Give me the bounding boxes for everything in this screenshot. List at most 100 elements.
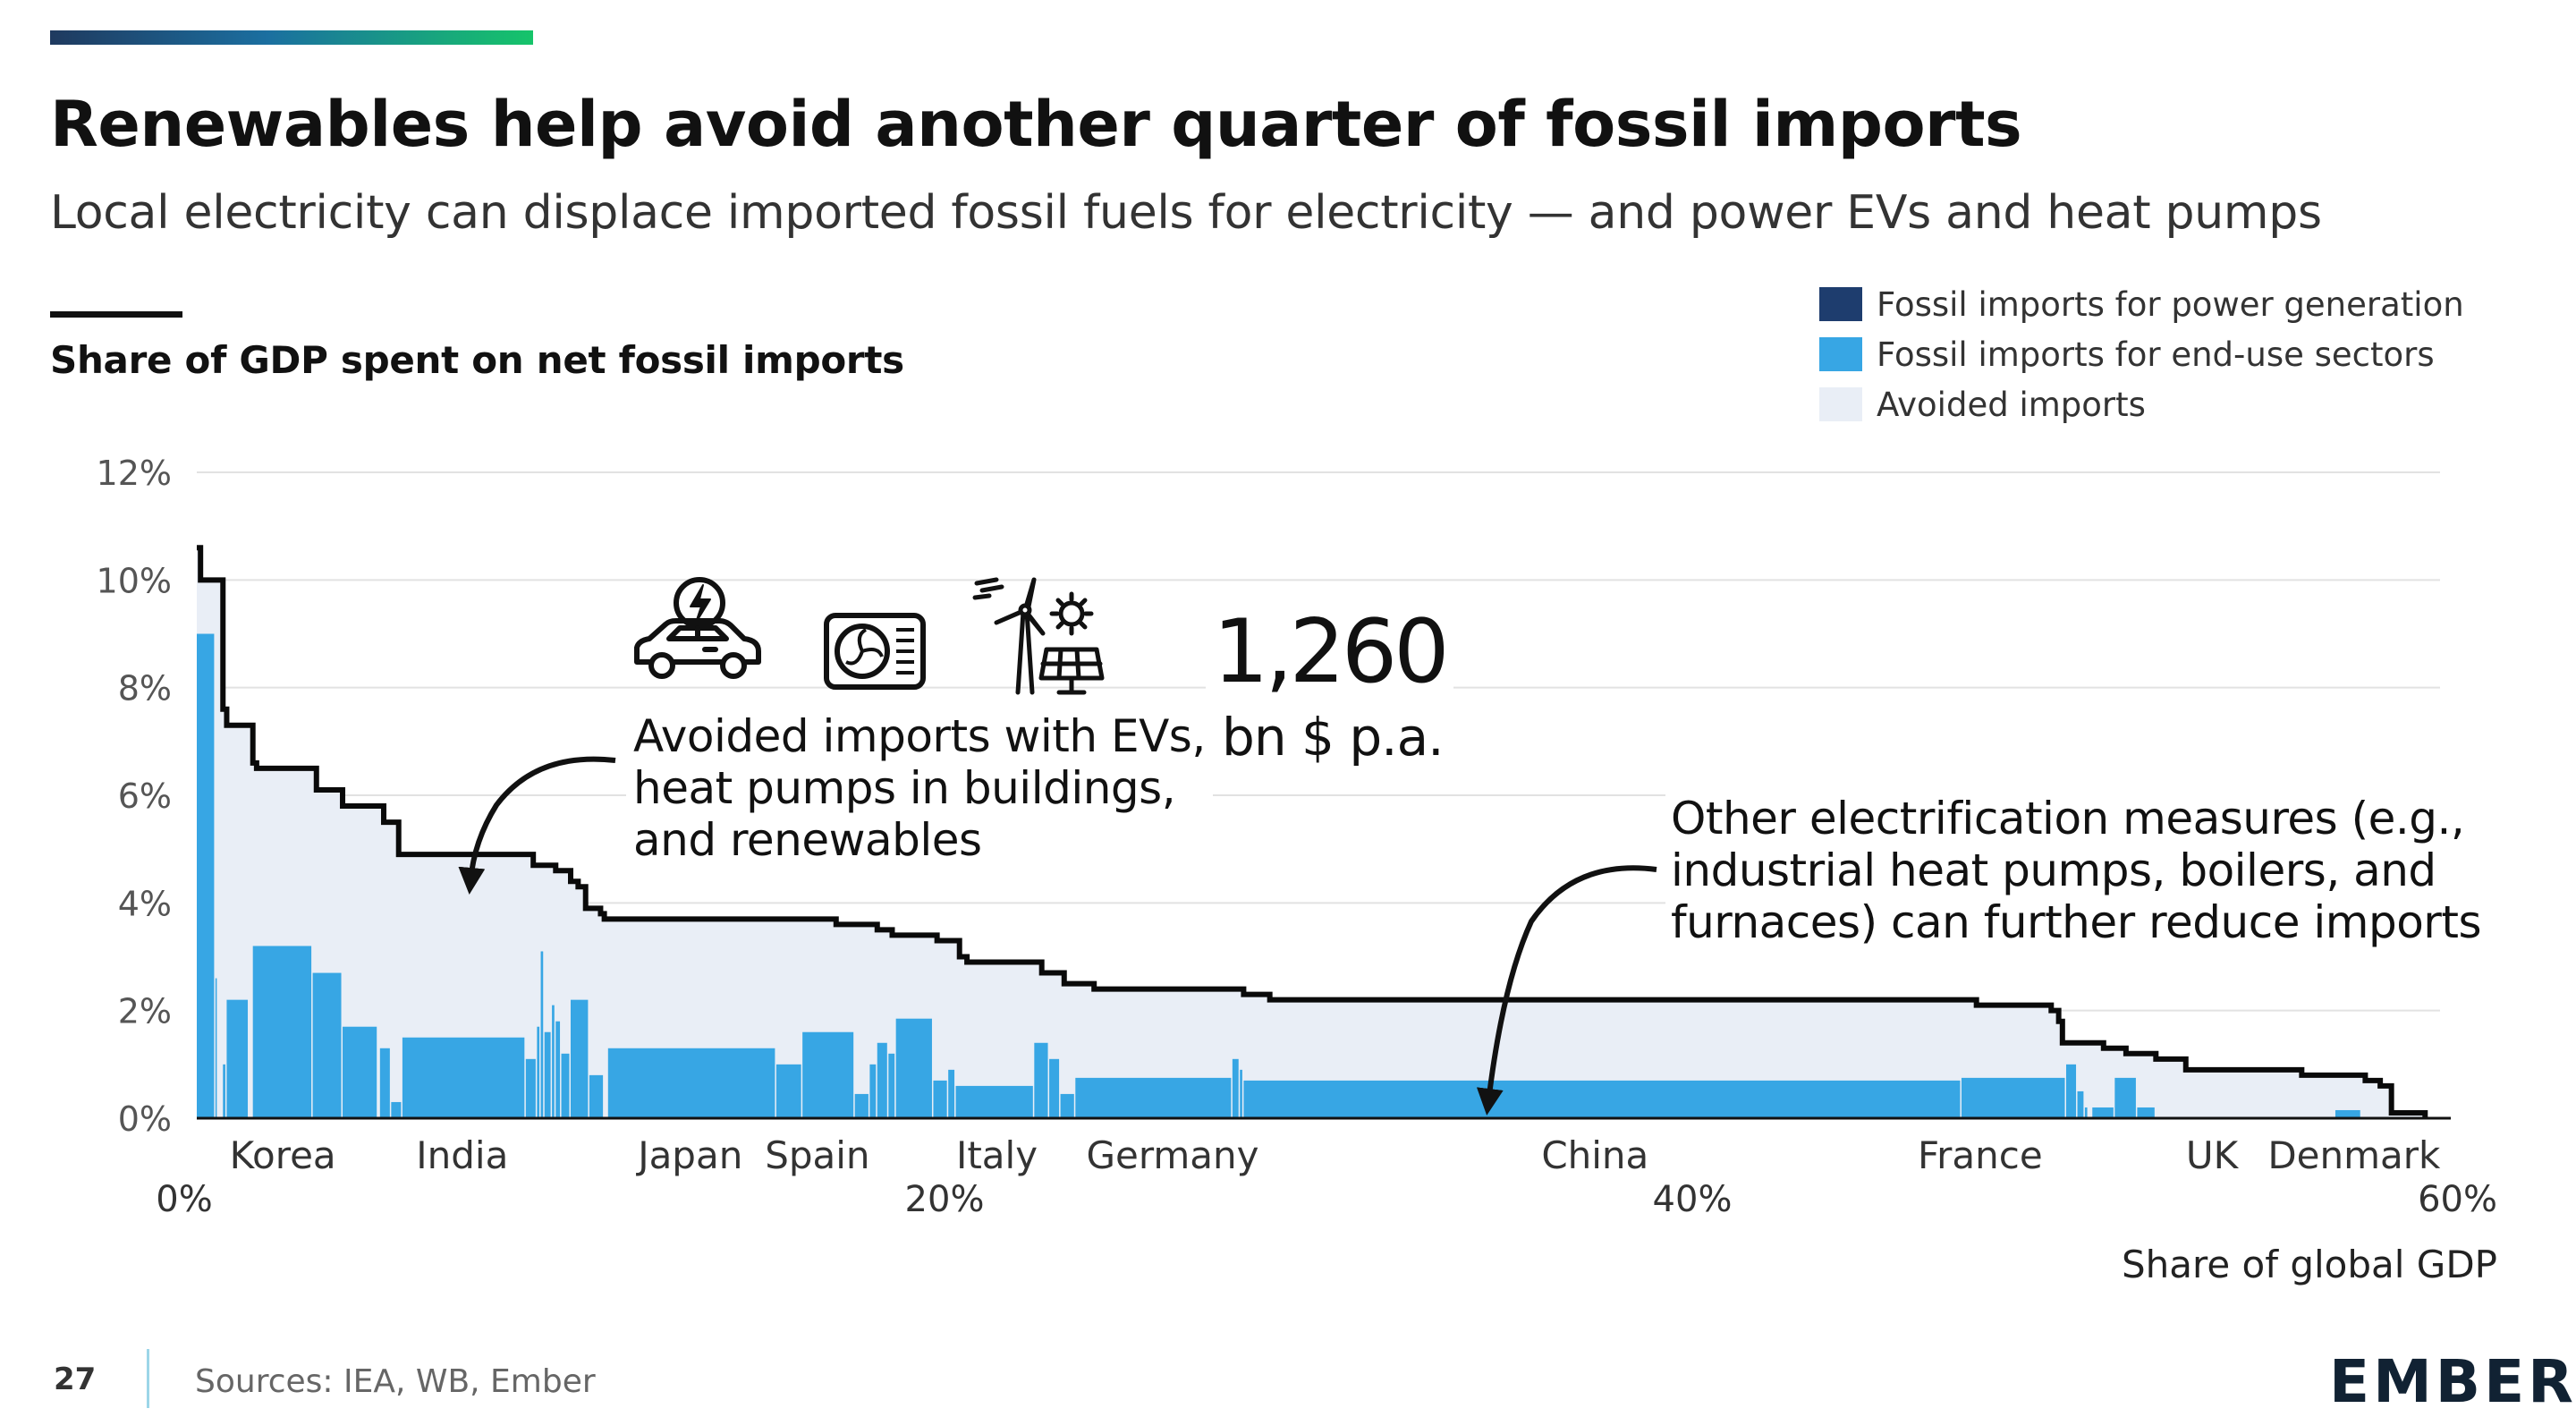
legend-label-end-use: Fossil imports for end-use sectors (1877, 335, 2435, 374)
callout-arrow-other (1476, 865, 1657, 1116)
callout-avoided-line-1: Avoided imports with EVs, (633, 710, 1206, 762)
country-label: Italy (956, 1133, 1038, 1177)
end-use-bar (2137, 1107, 2155, 1118)
wind-solar-icon (972, 577, 1105, 695)
sources: Sources: IEA, WB, Ember (195, 1363, 596, 1400)
legend-swatch-power-gen (1819, 287, 1862, 321)
end-use-bar (895, 1018, 932, 1118)
end-use-bar (1240, 1069, 1242, 1118)
chart-title: Renewables help avoid another quarter of… (50, 88, 2022, 161)
end-use-bar (1075, 1077, 1232, 1118)
big-number: 1,260 (1206, 601, 1453, 703)
callout-avoided-line-2: heat pumps in buildings, (633, 762, 1176, 814)
end-use-bar (2084, 1107, 2088, 1118)
end-use-bar (933, 1080, 947, 1118)
end-use-bar (379, 1048, 390, 1118)
y-tick-label: 2% (118, 992, 172, 1031)
y-axis-title: Share of GDP spent on net fossil imports (50, 338, 904, 382)
legend-label-avoided: Avoided imports (1877, 385, 2146, 424)
end-use-bar (948, 1069, 955, 1118)
x-tick-label: 60% (2418, 1179, 2497, 1220)
axis-title-bar (50, 311, 182, 318)
end-use-bar (877, 1042, 887, 1118)
end-use-bar (2077, 1090, 2084, 1118)
y-tick-label: 10% (97, 561, 172, 600)
end-use-bar (197, 633, 215, 1118)
end-use-bar (775, 1064, 801, 1118)
end-use-bar (1049, 1058, 1060, 1118)
end-use-bar (544, 1031, 551, 1118)
end-use-bar (802, 1031, 854, 1118)
end-use-bar (607, 1048, 775, 1118)
legend-label-power-gen: Fossil imports for power generation (1877, 284, 2464, 324)
end-use-bar (2092, 1107, 2114, 1118)
page-number: 27 (54, 1362, 97, 1397)
callout-other-line-3: furnaces) can further reduce imports (1671, 896, 2482, 948)
callout-other-line-2: industrial heat pumps, boilers, and (1671, 844, 2436, 896)
legend-swatch-end-use (1819, 337, 1862, 371)
end-use-bar (525, 1058, 536, 1118)
footer-divider (147, 1349, 149, 1408)
country-label: Germany (1086, 1133, 1258, 1177)
x-tick-label: 20% (905, 1179, 985, 1220)
legend-item-power-gen: Fossil imports for power generation (1819, 279, 2464, 329)
callout-other-line-1: Other electrification measures (e.g., (1671, 793, 2465, 844)
legend-item-end-use: Fossil imports for end-use sectors (1819, 329, 2464, 379)
x-tick-label: 0% (156, 1179, 212, 1220)
country-label: India (416, 1133, 508, 1177)
end-use-bar (955, 1085, 1033, 1118)
end-use-bar (1034, 1042, 1048, 1118)
country-label: China (1541, 1133, 1648, 1177)
end-use-bar (571, 999, 589, 1118)
chart-subtitle: Local electricity can displace imported … (50, 186, 2322, 240)
end-use-bar (869, 1064, 877, 1118)
country-label: Denmark (2267, 1133, 2441, 1177)
end-use-bar (561, 1053, 570, 1118)
callout-arrow-avoided (458, 756, 616, 895)
legend-swatch-avoided (1819, 387, 1862, 421)
electric-car-icon (634, 577, 761, 679)
ember-logo: EMBER (2329, 1347, 2576, 1416)
avoided-imports-area (197, 547, 2426, 1118)
country-label: Spain (765, 1133, 869, 1177)
end-use-bar (1961, 1077, 2065, 1118)
x-tick-label: 40% (1653, 1179, 1733, 1220)
country-label: Japan (635, 1133, 742, 1177)
y-tick-label: 0% (118, 1099, 172, 1139)
end-use-bar (854, 1093, 869, 1118)
end-use-bar (312, 972, 342, 1118)
accent-bar (50, 30, 533, 45)
end-use-bar (888, 1053, 895, 1118)
end-use-bar (1232, 1058, 1239, 1118)
end-use-bar (1243, 1080, 1961, 1118)
country-label: UK (2186, 1133, 2240, 1177)
x-axis-title: Share of global GDP (2122, 1243, 2497, 1286)
end-use-bar (215, 978, 217, 1118)
end-use-bar (226, 999, 249, 1118)
country-label: France (1918, 1133, 2043, 1177)
end-use-bar (589, 1074, 604, 1118)
callout-avoided-line-3: and renewables (633, 814, 982, 866)
end-use-bar (343, 1026, 377, 1118)
legend-item-avoided: Avoided imports (1819, 379, 2464, 429)
legend: Fossil imports for power generation Foss… (1819, 279, 2464, 429)
end-use-bar (2334, 1109, 2360, 1118)
callout-other: Other electrification measures (e.g., in… (1665, 789, 2499, 952)
end-use-bar (2066, 1064, 2077, 1118)
end-use-bar (391, 1101, 402, 1118)
y-tick-label: 8% (118, 669, 172, 708)
big-number-unit: bn $ p.a. (1215, 707, 1451, 768)
heat-pump-icon (824, 613, 926, 690)
callout-avoided: Avoided imports with EVs, heat pumps in … (626, 707, 1213, 870)
end-use-bar (2114, 1077, 2136, 1118)
y-tick-label: 12% (97, 454, 172, 493)
end-use-bar (552, 1005, 555, 1118)
end-use-bar (537, 1026, 540, 1118)
total-imports-line (197, 545, 2428, 1118)
country-label: Korea (230, 1133, 336, 1177)
y-tick-label: 6% (118, 776, 172, 816)
end-use-bar (252, 946, 312, 1118)
end-use-bar (402, 1037, 525, 1118)
end-use-bar (555, 1021, 561, 1118)
